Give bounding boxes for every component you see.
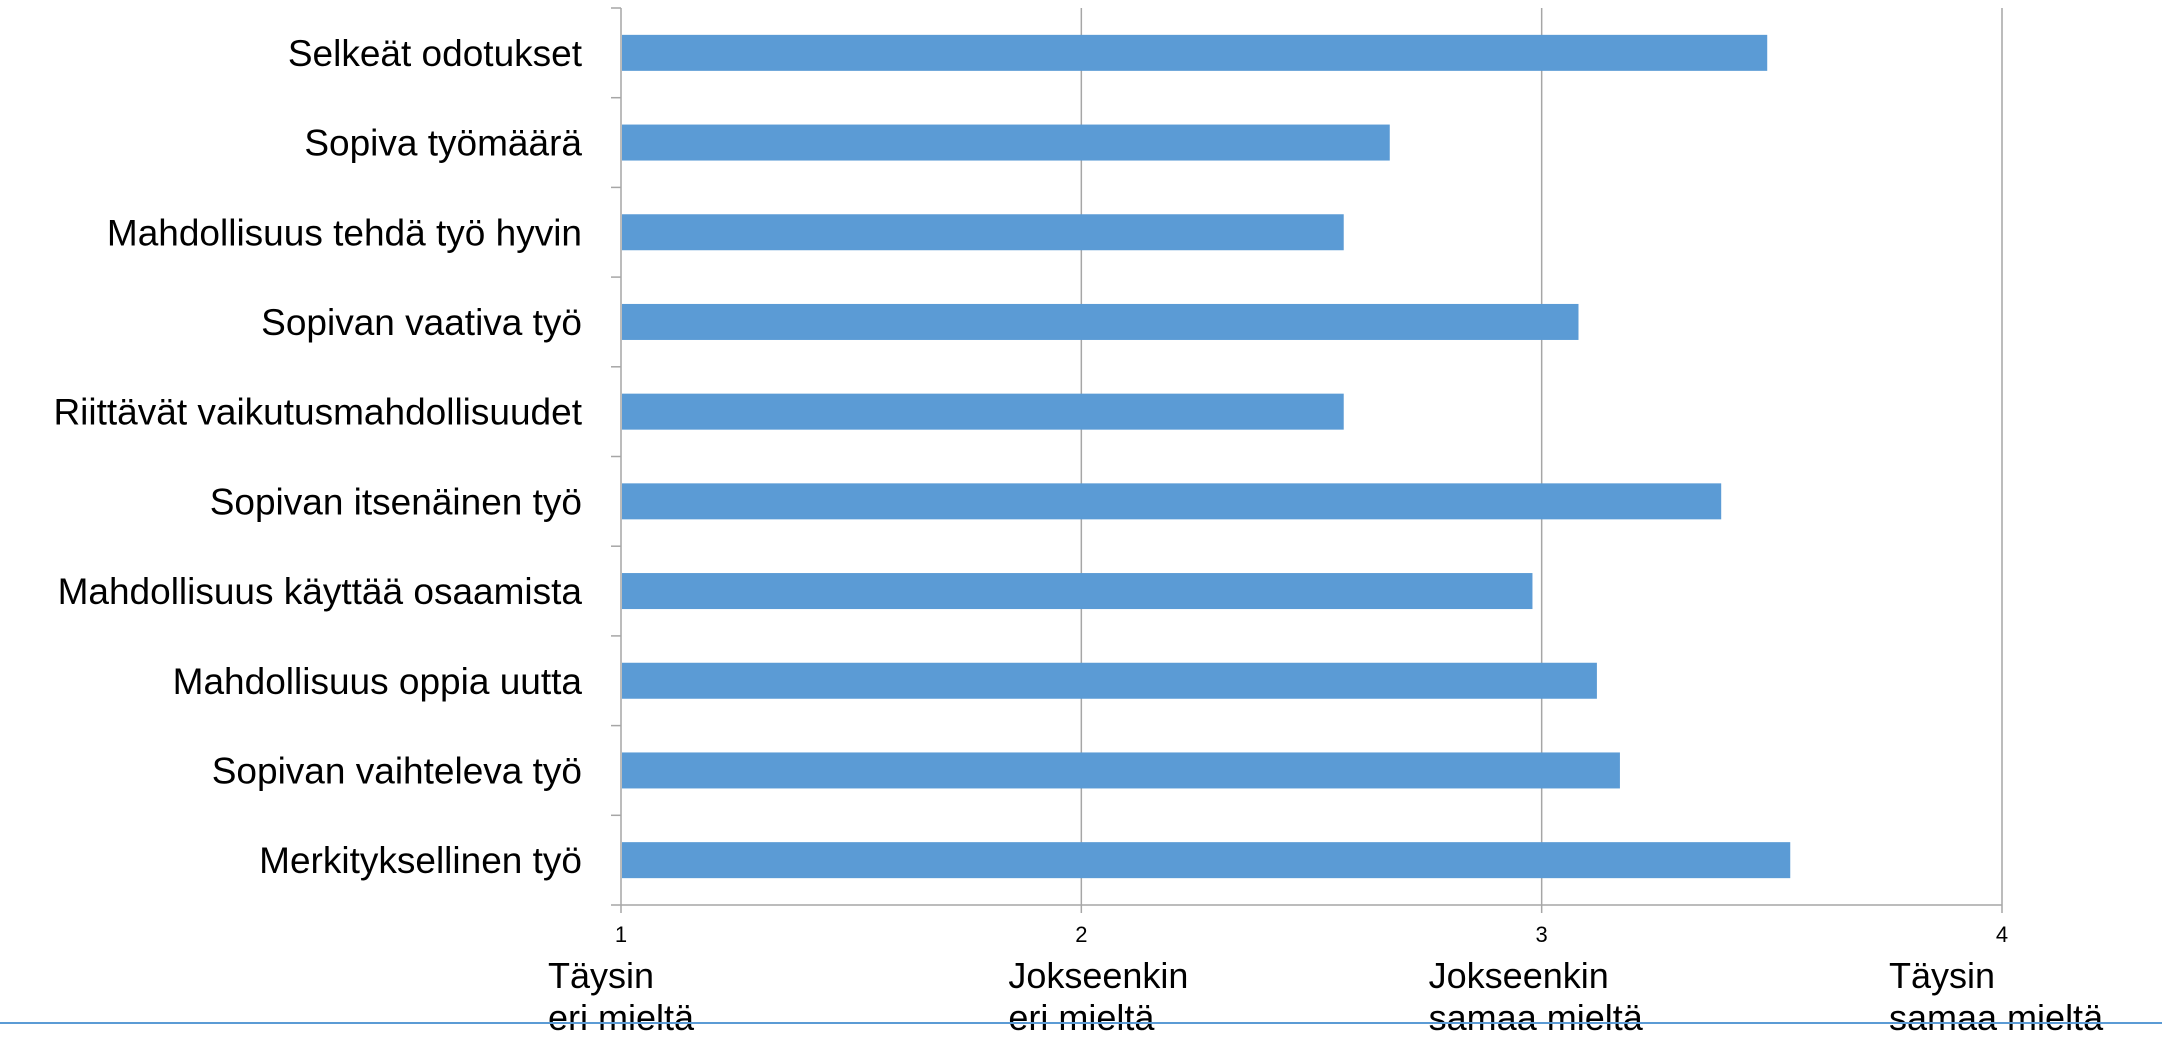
scale-label-line: Jokseenkin bbox=[1428, 955, 1609, 996]
category-label: Riittävät vaikutusmahdollisuudet bbox=[53, 392, 582, 433]
scale-label: Täysin samaa mieltä bbox=[1889, 955, 2103, 1039]
scale-label-line: Jokseenkin bbox=[1008, 955, 1189, 996]
scale-label-line: samaa mieltä bbox=[1428, 997, 1643, 1038]
category-label: Sopivan vaativa työ bbox=[261, 302, 582, 343]
x-tick-label: 1 bbox=[615, 922, 627, 947]
scale-label-line: eri mieltä bbox=[548, 997, 695, 1038]
bar bbox=[622, 662, 1597, 699]
category-label: Mahdollisuus oppia uutta bbox=[173, 661, 583, 702]
category-label: Mahdollisuus käyttää osaamista bbox=[58, 571, 583, 612]
scale-label-line: eri mieltä bbox=[1008, 997, 1155, 1038]
bar bbox=[622, 124, 1390, 161]
bar bbox=[622, 842, 1791, 879]
category-label: Selkeät odotukset bbox=[288, 33, 583, 74]
bottom-rule bbox=[0, 1022, 2162, 1024]
scale-label-line: samaa mieltä bbox=[1889, 997, 2104, 1038]
scale-label: Täysin eri mieltä bbox=[548, 955, 694, 1039]
x-tick-label: 4 bbox=[1996, 922, 2008, 947]
x-tick-label: 2 bbox=[1075, 922, 1087, 947]
bar bbox=[622, 393, 1344, 430]
bar bbox=[622, 573, 1533, 610]
category-label: Sopivan vaihteleva työ bbox=[212, 750, 582, 791]
category-label: Mahdollisuus tehdä työ hyvin bbox=[107, 212, 582, 253]
scale-label-line: Täysin bbox=[1889, 955, 1996, 996]
axes bbox=[611, 7, 2003, 913]
bar bbox=[622, 34, 1768, 71]
category-label: Sopiva työmäärä bbox=[304, 123, 582, 164]
bar bbox=[622, 303, 1579, 340]
x-tick-label: 3 bbox=[1536, 922, 1548, 947]
x-tick-labels: 1 2 3 4 bbox=[615, 922, 2008, 947]
category-labels: Selkeät odotukset Sopiva työmäärä Mahdolli… bbox=[53, 33, 582, 881]
category-label: Merkityksellinen työ bbox=[259, 840, 582, 881]
scale-label: Jokseenkin eri mieltä bbox=[1008, 955, 1188, 1039]
bar bbox=[622, 214, 1344, 251]
scale-label: Jokseenkin samaa mieltä bbox=[1429, 955, 1643, 1039]
bar bbox=[622, 752, 1620, 789]
bars bbox=[622, 34, 1791, 879]
bar bbox=[622, 483, 1722, 520]
category-label: Sopivan itsenäinen työ bbox=[210, 481, 582, 522]
scale-label-line: Täysin bbox=[548, 955, 655, 996]
